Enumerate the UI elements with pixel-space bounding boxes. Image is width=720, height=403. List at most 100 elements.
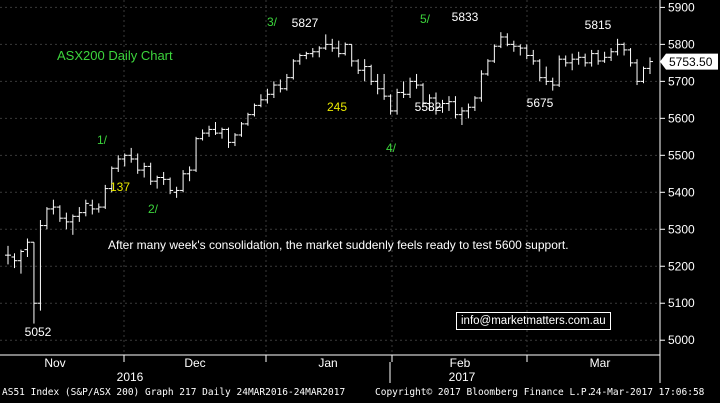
ohlc-bar — [549, 77, 556, 91]
footer-copyright: Copyright© 2017 Bloomberg Finance L.P. — [375, 387, 593, 398]
ohlc-bar — [290, 59, 297, 80]
y-tick-label: 5300 — [668, 222, 695, 236]
ohlc-bar — [30, 241, 37, 324]
ohlc-bar — [647, 57, 653, 74]
ohlc-bar — [173, 186, 180, 198]
ohlc-bar — [199, 129, 206, 141]
ohlc-bar — [5, 245, 11, 265]
ohlc-bar — [95, 203, 102, 213]
ohlc-bar — [562, 55, 569, 67]
ohlc-bar — [342, 42, 349, 56]
ohlc-bar — [82, 199, 89, 217]
ohlc-bar — [264, 88, 271, 104]
ohlc-bar — [76, 207, 83, 222]
x-month-label: Mar — [590, 356, 611, 370]
ohlc-bar — [147, 162, 154, 185]
ohlc-bar — [43, 207, 50, 230]
ohlc-bar — [504, 33, 511, 47]
ohlc-bar — [238, 122, 245, 137]
ohlc-bar — [212, 122, 219, 135]
ohlc-bar — [530, 49, 537, 65]
ohlc-bar — [478, 70, 485, 102]
ohlc-bar — [231, 133, 238, 147]
ohlc-bar — [413, 73, 420, 89]
ohlc-bar — [491, 44, 498, 63]
ohlc-bar — [368, 64, 375, 86]
ohlc-bar — [543, 66, 550, 86]
wave-label: 3/ — [267, 15, 278, 29]
fib-label: 245 — [327, 100, 347, 114]
ohlc-bar — [510, 40, 517, 52]
ohlc-bar — [335, 40, 342, 58]
ohlc-bar — [582, 53, 589, 67]
ohlc-bar — [322, 34, 329, 50]
y-axis: 5000 5100 5200 5300 5400 5500 5600 5700 5800 5900… — [659, 0, 718, 383]
ohlc-bar — [426, 94, 433, 111]
ohlc-bar — [193, 136, 200, 172]
ohlc-bar — [283, 73, 290, 91]
footer-index: AS51 Index (S&P/ASX 200) Graph 217 Daily… — [2, 387, 346, 398]
x-year-label: 2017 — [449, 370, 476, 383]
wave-label: 1/ — [97, 133, 108, 147]
ohlc-bar — [433, 92, 439, 115]
price-annotation: 5827 — [292, 16, 319, 30]
ohlc-bar — [556, 55, 563, 87]
wave-label: 2/ — [148, 202, 159, 216]
y-tick-label: 5500 — [668, 148, 695, 162]
ohlc-bar — [471, 96, 478, 111]
ohlc-bar — [102, 184, 109, 209]
x-month-label: Jan — [318, 356, 337, 370]
ohlc-bar — [251, 103, 258, 117]
price-annotation: 5833 — [452, 10, 479, 24]
ohlc-bar — [601, 51, 608, 63]
footer-timestamp: 24-Mar-2017 17:06:58 — [590, 387, 705, 398]
ohlc-bar — [219, 127, 225, 139]
email-text: info@marketmatters.com.au — [461, 315, 606, 327]
ohlc-bar — [180, 170, 187, 193]
price-chart: 5000 5100 5200 5300 5400 5500 5600 5700 5800 5900… — [0, 0, 718, 383]
ohlc-bar — [575, 51, 582, 65]
ohlc-bar — [569, 53, 576, 71]
ohlc-bar — [595, 49, 602, 65]
ohlc-bar — [381, 73, 388, 100]
ohlc-bar — [627, 48, 634, 67]
ohlc-bar — [206, 125, 213, 137]
ohlc-bar — [128, 147, 135, 163]
chart-comment: After many week's consolidation, the mar… — [108, 238, 569, 252]
wave-label: 4/ — [386, 141, 397, 155]
ohlc-bar — [445, 96, 452, 111]
ohlc-bar — [536, 59, 543, 82]
price-annotation: 5052 — [25, 325, 52, 339]
ohlc-bar — [497, 32, 504, 49]
ohlc-bar — [387, 94, 394, 115]
fib-label: 137 — [110, 180, 130, 194]
ohlc-bar — [361, 59, 368, 82]
ohlc-bar — [588, 49, 595, 67]
ohlc-bar — [160, 171, 167, 185]
price-annotation: 5582 — [415, 100, 442, 114]
ohlc-bar — [394, 88, 401, 115]
ohlc-bar — [355, 59, 362, 74]
last-price-box — [660, 53, 718, 70]
ohlc-bar — [329, 38, 336, 52]
y-tick-label: 5600 — [668, 111, 695, 125]
ohlc-bar — [348, 43, 355, 67]
email-box: info@marketmatters.com.au — [456, 312, 611, 330]
ohlc-bar — [400, 81, 407, 98]
ohlc-bar — [63, 212, 70, 230]
y-tick-label: 5000 — [668, 333, 695, 347]
ohlc-bar — [303, 51, 310, 60]
ohlc-bar — [11, 253, 18, 269]
ohlc-bar — [167, 177, 174, 195]
chart-annotations: ASX200 Daily Chart 5827 5833 5815 5675 5582 50… — [25, 10, 612, 339]
ohlc-bar — [458, 107, 465, 125]
ohlc-bar — [69, 214, 76, 235]
ohlc-bar — [420, 83, 427, 108]
ohlc-bar — [614, 38, 621, 56]
ohlc-bar — [523, 44, 530, 60]
y-tick-label: 5700 — [668, 74, 695, 88]
ohlc-bar — [465, 103, 472, 119]
x-year-label: 2016 — [117, 370, 144, 383]
y-tick-label: 5100 — [668, 296, 695, 310]
footer-bar: AS51 Index (S&P/ASX 200) Graph 217 Daily… — [0, 383, 720, 403]
